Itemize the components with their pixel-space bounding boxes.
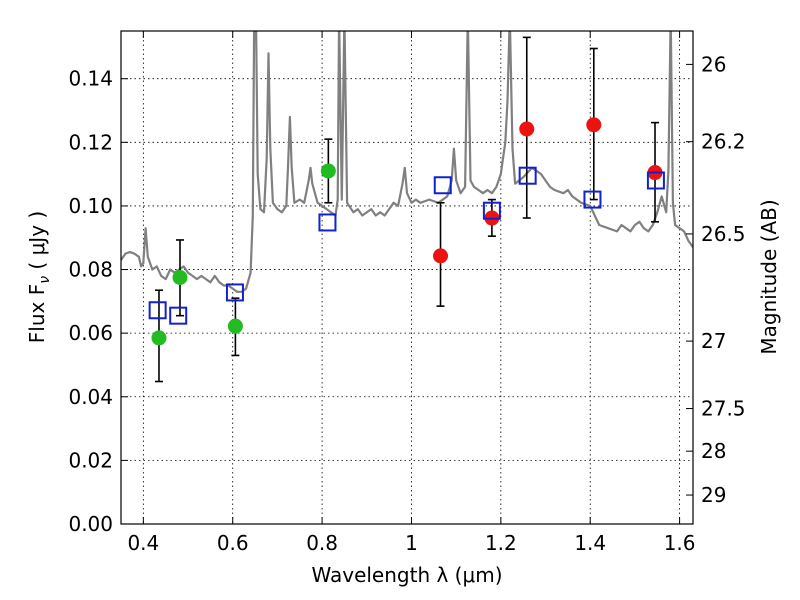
x-tick-label: 1 (405, 531, 418, 555)
x-axis-title: Wavelength λ (μm) (311, 563, 502, 587)
data-point-square (583, 190, 602, 209)
y-tick-label: 0.04 (68, 385, 113, 409)
data-point-square (169, 306, 188, 325)
data-point-circle (320, 163, 336, 179)
grid (121, 31, 693, 525)
y-tick-label: 0.06 (68, 321, 113, 345)
x-tick-label: 0.8 (306, 531, 338, 555)
x-tick-label: 0.4 (127, 531, 159, 555)
y-tick-label: 0.12 (68, 130, 113, 154)
model-spectrum-line (121, 31, 693, 293)
y2-tick-label: 28 (701, 439, 726, 463)
y-tick-label: 0.10 (68, 194, 113, 218)
y-tick-label: 0.14 (68, 67, 113, 91)
data-point-circle (172, 270, 188, 285)
y-tick-label: 0.08 (68, 258, 113, 282)
y2-tick-label: 26.5 (701, 222, 746, 246)
y2-tick-label: 26 (701, 52, 726, 76)
y2-tick-label: 29 (701, 483, 726, 507)
y-tick-label: 0.00 (68, 512, 113, 536)
plot-frame (120, 30, 694, 525)
data-point-square (148, 301, 167, 320)
y-tick-label: 0.02 (68, 448, 113, 472)
y2-tick-label: 27.5 (701, 397, 746, 421)
data-point-circle (586, 117, 602, 133)
data-point-circle (151, 330, 167, 346)
y2-tick-label: 27 (701, 329, 726, 353)
ticks: 0.4 0.6 0.8 1 1.2 1.4 1.6 0.00 0.02 0.04 0.06 0.08 0… (68, 31, 746, 555)
x-tick-label: 1.2 (485, 531, 517, 555)
data-point-circle (519, 121, 535, 137)
x-tick-label: 1.4 (574, 531, 606, 555)
model-spectrum (121, 31, 693, 293)
data-point-circle (433, 248, 449, 264)
y2-axis-title: Magnitude (AB) (757, 199, 781, 354)
data-point-square (518, 166, 537, 185)
data-point-circle (227, 318, 243, 334)
data-point-square (225, 283, 244, 302)
x-tick-label: 0.6 (217, 531, 249, 555)
data-point-square (433, 176, 452, 195)
y-axis-title-unit: ( μJy ) (25, 211, 49, 276)
y-axis-title-subscript: ν (37, 276, 53, 284)
y2-tick-label: 26.2 (701, 130, 746, 154)
data-point-square (482, 201, 501, 220)
x-tick-label: 1.6 (664, 531, 696, 555)
data-markers (148, 117, 665, 346)
data-point-square (318, 213, 337, 232)
y-axis-title: Flux Fν ( μJy ) (25, 211, 53, 343)
y-axis-title-main: Flux F (25, 284, 49, 343)
data-point-square (646, 171, 665, 190)
